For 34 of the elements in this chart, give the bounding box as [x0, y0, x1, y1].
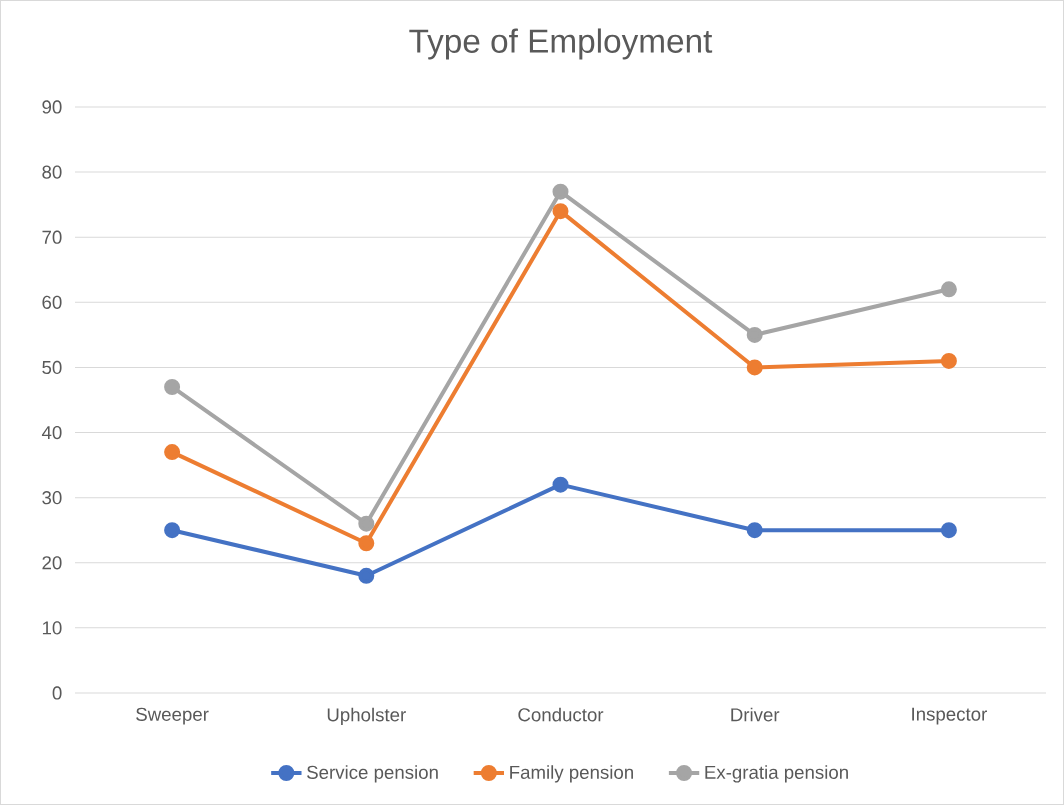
- x-tick-label: Conductor: [518, 707, 604, 722]
- y-tick-label: 70: [42, 230, 62, 244]
- legend-label: Service pension: [307, 765, 438, 783]
- x-tick-label: Upholster: [327, 707, 406, 726]
- point: [552, 476, 569, 493]
- point: [746, 522, 763, 539]
- y-tick-label: 30: [42, 491, 62, 505]
- y-tick-label: 80: [42, 165, 62, 179]
- point: [164, 444, 181, 461]
- point: [358, 515, 375, 532]
- point: [746, 326, 763, 343]
- y-tick-label: 40: [41, 425, 62, 440]
- y-tick-label: 10: [42, 621, 62, 635]
- chart-title: Type of Employment: [409, 28, 713, 60]
- point: [552, 203, 569, 220]
- point: [164, 522, 181, 539]
- legend-label: Ex-gratia pension: [705, 765, 848, 783]
- point: [940, 522, 957, 539]
- x-tick-label: Inspector: [912, 707, 987, 725]
- y-tick-label: 0: [52, 686, 62, 700]
- x-tick-label: Driver: [731, 707, 780, 722]
- point: [746, 359, 763, 376]
- x-tick-label: Sweeper: [136, 707, 209, 725]
- y-tick-label: 50: [42, 360, 62, 375]
- y-tick-label: 90: [42, 100, 62, 114]
- point: [552, 183, 569, 200]
- point: [164, 378, 181, 395]
- point: [358, 535, 375, 552]
- y-tick-label: 60: [42, 295, 62, 309]
- point: [940, 281, 957, 298]
- point: [940, 352, 957, 369]
- y-tick-label: 20: [42, 556, 62, 570]
- legend-label: Family pension: [510, 765, 633, 783]
- point: [358, 567, 375, 584]
